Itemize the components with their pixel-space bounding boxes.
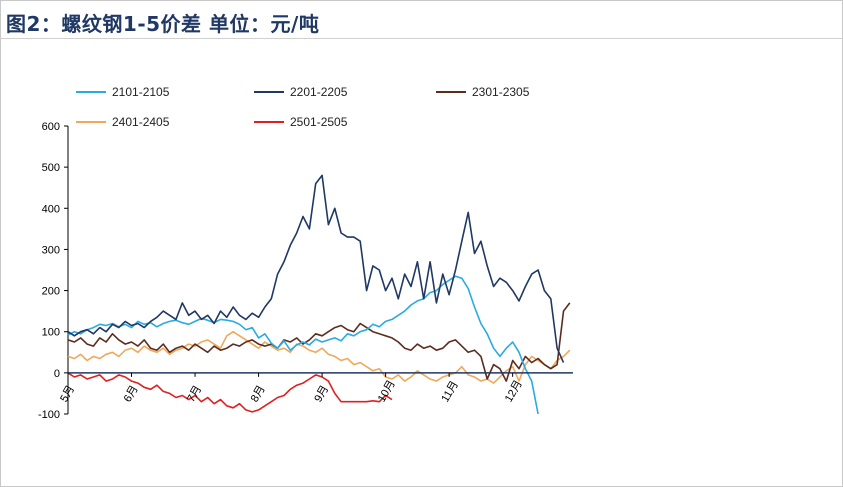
series-line-2501-2505	[67, 372, 393, 413]
y-tick-label: 600	[42, 121, 60, 133]
x-tick-label: 6月	[122, 384, 141, 405]
x-tick-label: 11月	[439, 379, 461, 404]
x-tick-label: 10月	[376, 378, 398, 404]
x-tick-label: 12月	[503, 378, 525, 404]
chart-title: 图2：螺纹钢1-5价差 单位：元/吨	[6, 12, 320, 36]
title-divider	[0, 38, 843, 39]
legend-label: 2201-2205	[290, 85, 348, 99]
series-line-2101-2105	[67, 275, 539, 415]
y-tick-label: 0	[54, 368, 60, 380]
series-line-2201-2205	[67, 174, 565, 363]
y-axis: 600 500 400 300 200 100 0 -100	[38, 121, 69, 421]
plot-area	[67, 174, 571, 415]
series-line-2301-2305	[67, 302, 571, 382]
y-tick-label: 100	[42, 327, 60, 339]
y-tick-label: 400	[42, 203, 60, 215]
series-line-2401-2405	[67, 330, 571, 384]
legend-label: 2301-2305	[472, 85, 530, 99]
y-tick-label: 500	[42, 162, 60, 174]
y-tick-label: 200	[42, 286, 60, 298]
x-tick-label: 8月	[249, 384, 268, 405]
y-tick-label: -100	[38, 409, 60, 421]
x-tick-label: 5月	[58, 384, 77, 405]
legend-label: 2101-2105	[112, 85, 170, 99]
x-axis: 5月 6月 7月 8月 9月 10月 11月 12月	[58, 372, 573, 405]
y-tick-label: 300	[42, 244, 60, 256]
chart-legend: 2101-2105 2201-2205 2301-2305 2401-2405 2501…	[76, 85, 530, 129]
x-tick-label: 9月	[312, 384, 331, 405]
legend-label: 2501-2505	[290, 115, 348, 129]
legend-label: 2401-2405	[112, 115, 170, 129]
